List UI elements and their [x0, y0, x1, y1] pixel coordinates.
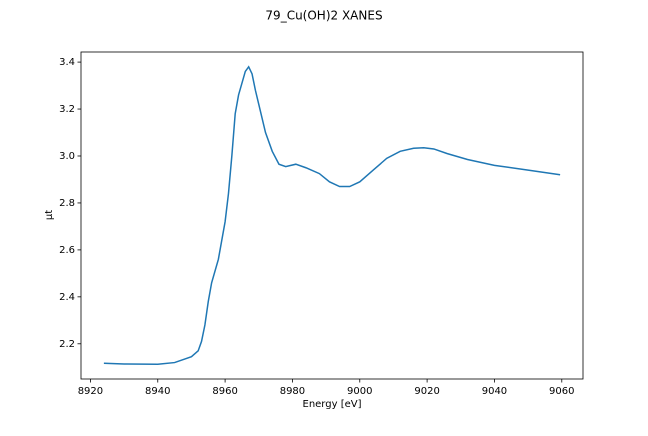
y-tick-label: 2.2	[59, 339, 75, 350]
plot-frame	[80, 51, 584, 380]
x-axis-label: Energy [eV]	[303, 399, 362, 410]
y-tick-label: 3.4	[59, 57, 75, 68]
y-tick-label: 3.0	[59, 151, 75, 162]
y-tick-label: 3.2	[59, 104, 75, 115]
data-line	[103, 65, 561, 365]
chart-title: 79_Cu(OH)2 XANES	[265, 9, 382, 23]
y-tick-label: 2.6	[59, 245, 75, 256]
x-tick-label: 9040	[482, 386, 507, 397]
x-tick-label: 9000	[347, 386, 372, 397]
y-tick-label: 2.8	[59, 198, 75, 209]
x-tick-label: 8980	[280, 386, 305, 397]
x-tick-label: 8920	[78, 386, 103, 397]
y-tick-label: 2.4	[59, 292, 75, 303]
x-tick-label: 9060	[549, 386, 574, 397]
x-tick-label: 8960	[212, 386, 237, 397]
x-tick-label: 8940	[145, 386, 170, 397]
y-axis-label: μt	[44, 210, 55, 220]
x-tick-label: 9020	[414, 386, 439, 397]
